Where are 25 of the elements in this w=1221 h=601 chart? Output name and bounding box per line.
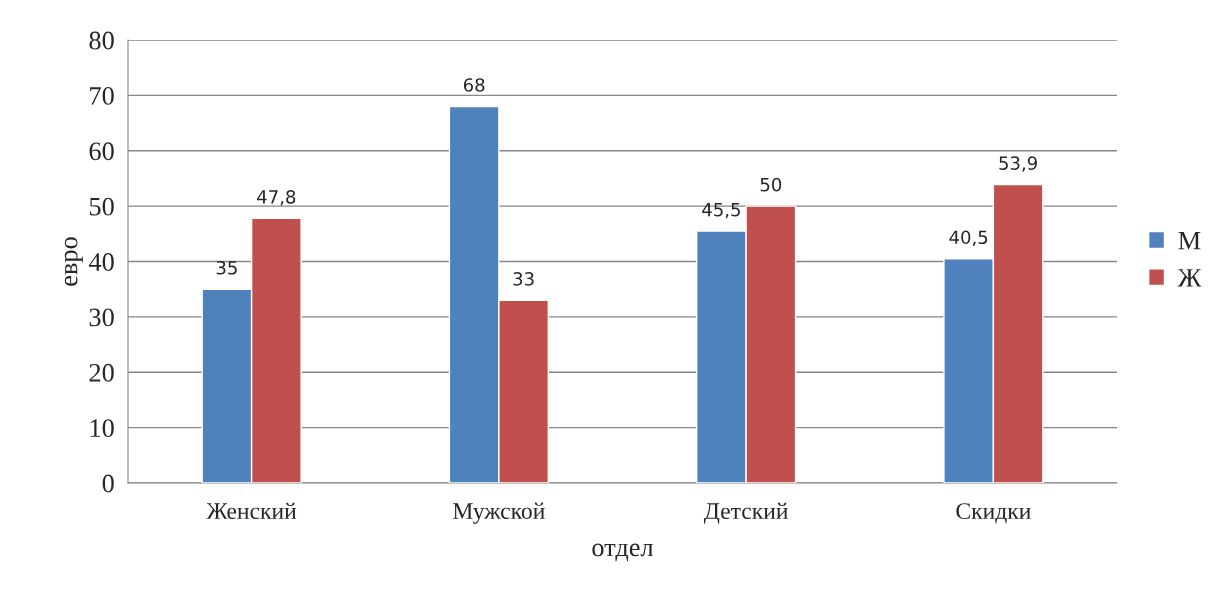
data-label: 53,9 [999, 156, 1037, 172]
data-label: 47,8 [257, 190, 296, 206]
y-tick-label: 40 [88, 253, 114, 271]
y-tick-label: 30 [89, 308, 114, 327]
data-label: 40,5 [949, 230, 988, 246]
legend-label: Ж [1177, 269, 1202, 287]
y-axis-title: евро [64, 237, 83, 286]
data-label: 68 [463, 78, 485, 92]
x-tick-label: Скидки [956, 503, 1031, 524]
data-label: 33 [513, 272, 534, 286]
legend-label: М [1178, 232, 1201, 250]
x-tick-label: Женский [206, 502, 297, 520]
data-label: 45,5 [702, 203, 740, 219]
y-tick-label: 60 [89, 142, 114, 161]
y-tick-label: 50 [89, 197, 114, 216]
x-axis-title: отдел [592, 543, 654, 562]
y-tick-label: 10 [90, 419, 114, 438]
data-label: 50 [760, 177, 782, 192]
data-label: 35 [216, 260, 237, 275]
y-tick-label: 20 [89, 363, 114, 382]
y-tick-label: 70 [90, 86, 114, 105]
y-tick-label: 80 [89, 31, 114, 50]
x-tick-label: Детский [703, 502, 788, 524]
y-tick-label: 0 [102, 474, 114, 493]
x-tick-label: Мужской [453, 502, 545, 524]
